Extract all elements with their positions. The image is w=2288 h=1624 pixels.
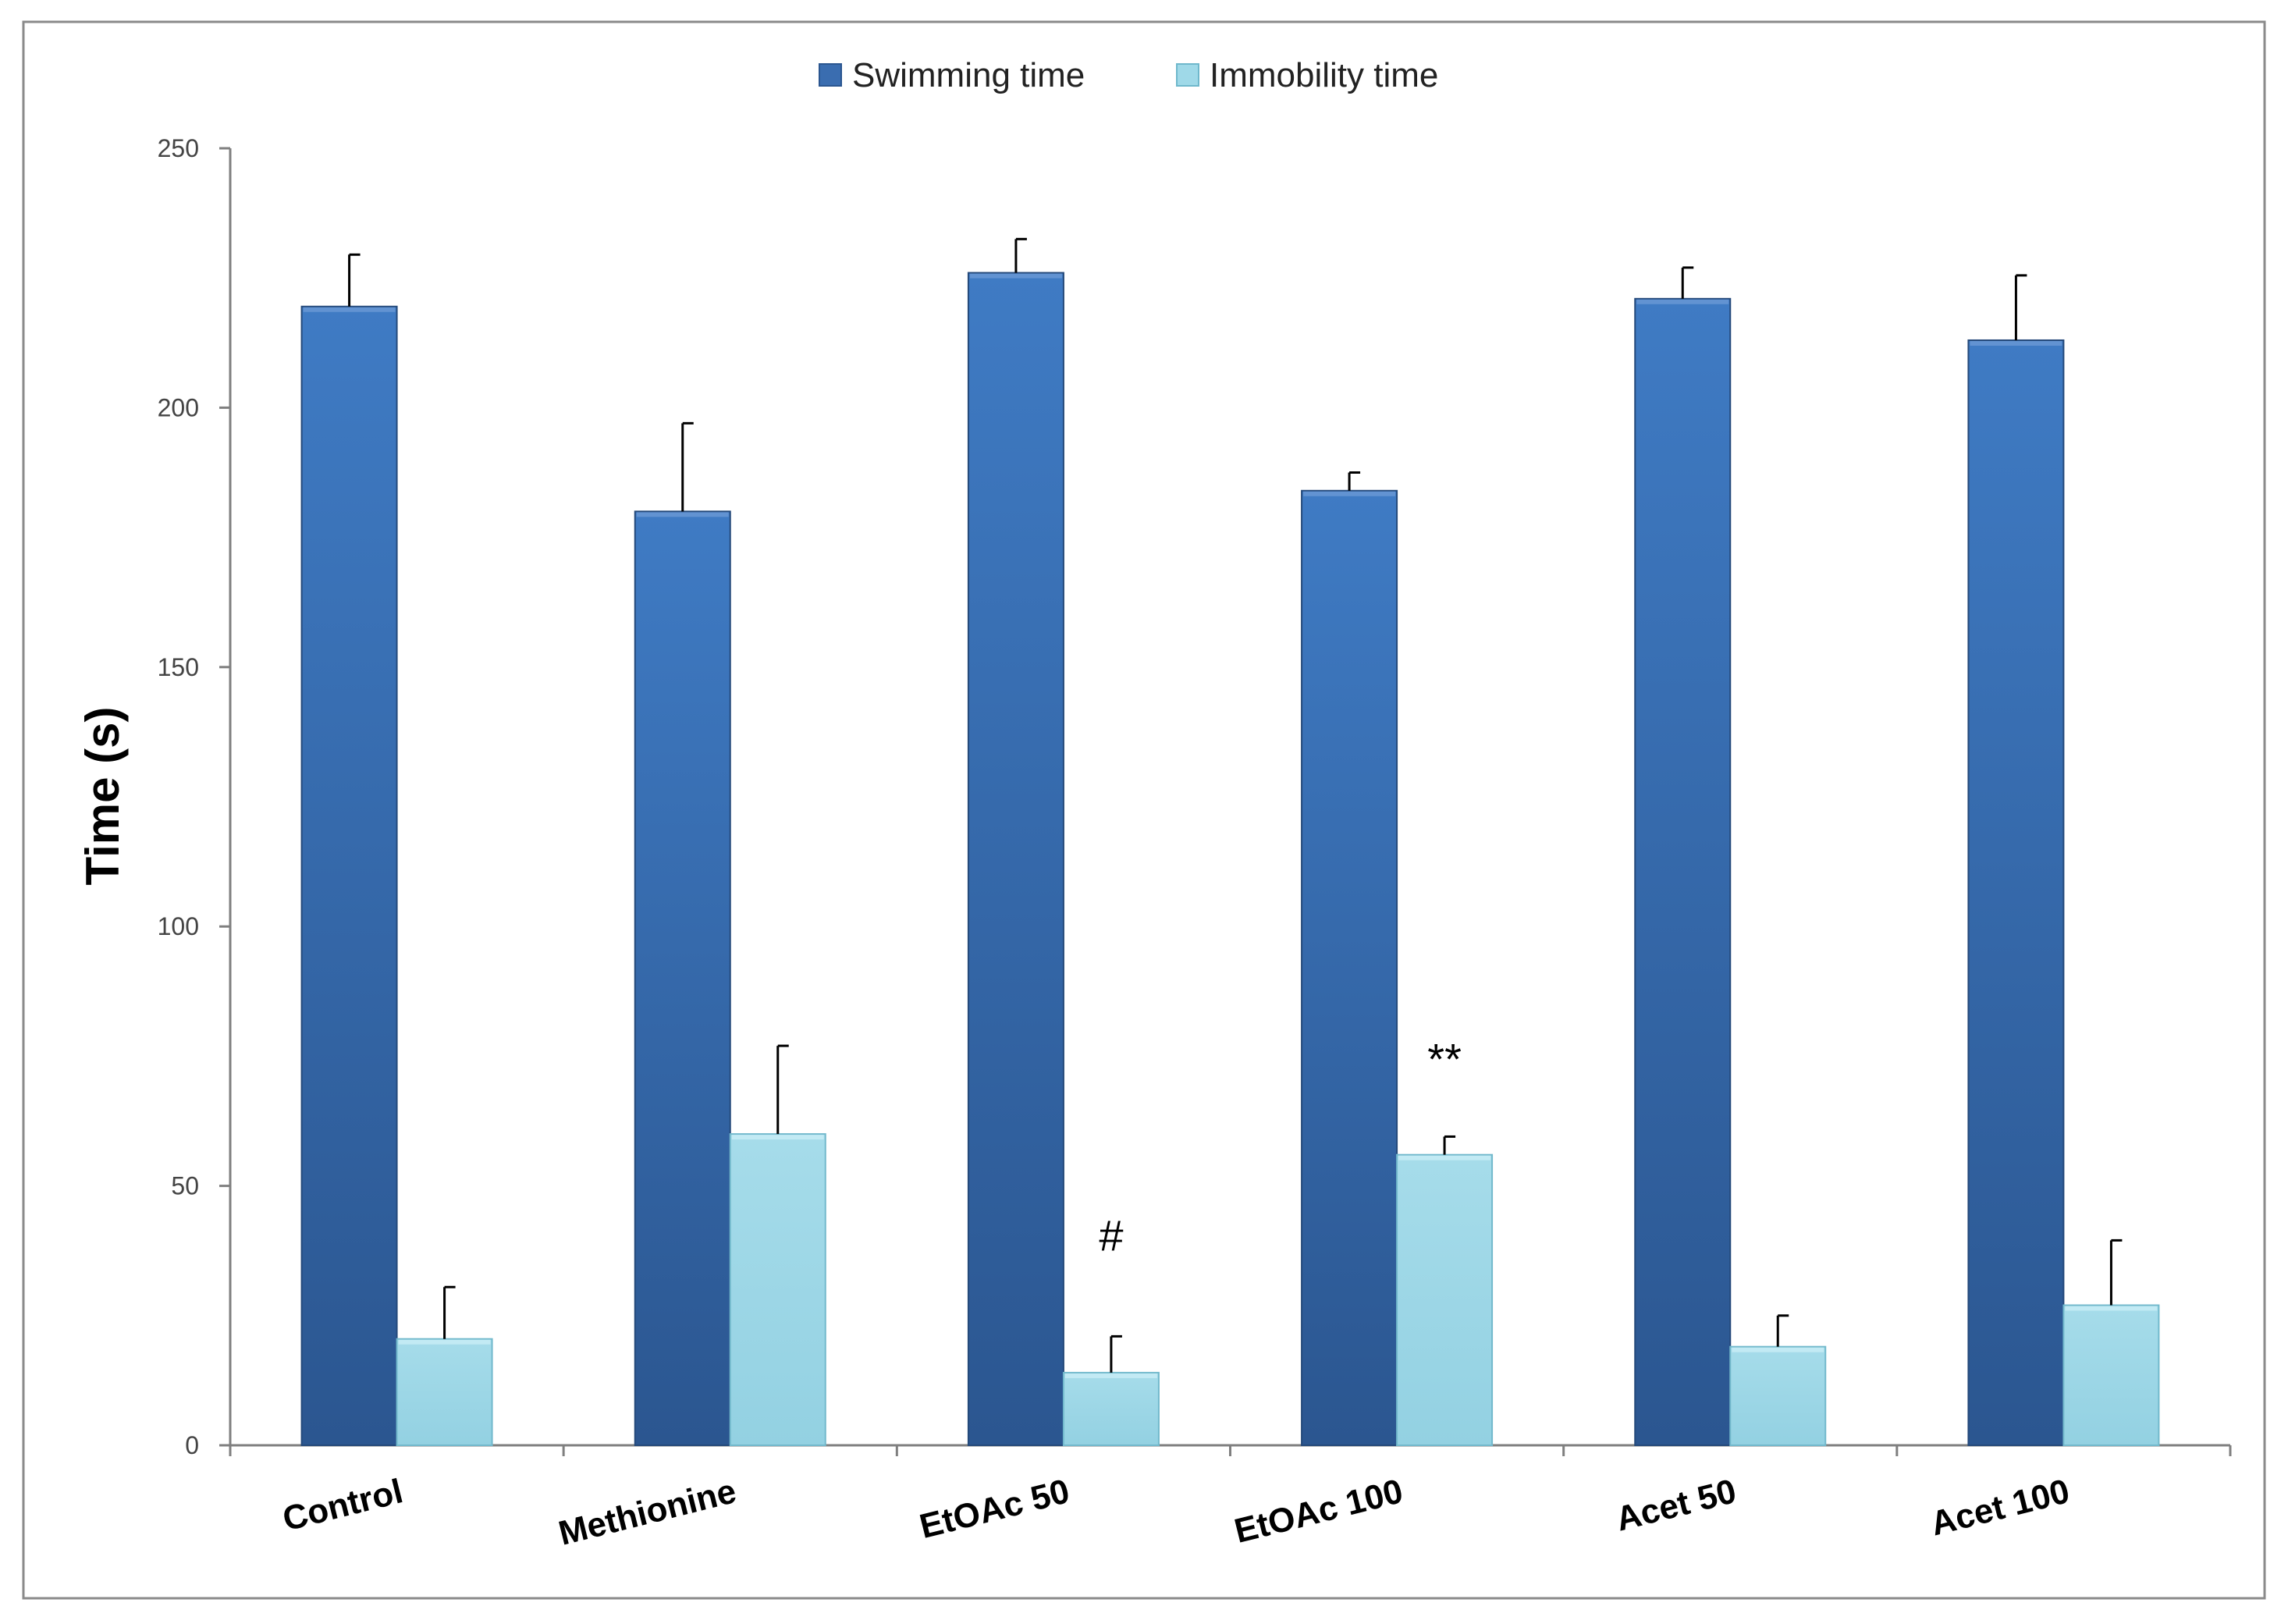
y-tick-label: 50 xyxy=(171,1172,199,1200)
bar-immobility-5 xyxy=(2062,1304,2160,1447)
legend-swatch-swimming xyxy=(819,63,842,87)
significance-annotation: # xyxy=(1099,1210,1123,1260)
bar-swimming-5 xyxy=(1967,339,2065,1447)
legend-label-immobility: Immobility time xyxy=(1210,56,1438,94)
legend-label-swimming: Swimming time xyxy=(852,56,1085,94)
bar-highlight xyxy=(1303,491,1396,496)
bar-swimming-4 xyxy=(1634,297,1732,1446)
annotations: # ** xyxy=(1099,1034,1462,1260)
y-tick-label: 100 xyxy=(158,912,199,940)
bar-swimming-3 xyxy=(1301,489,1398,1447)
error-bars xyxy=(348,237,2123,1373)
bar-highlight xyxy=(636,512,729,517)
bar-swimming-1 xyxy=(634,510,731,1446)
bar-highlight xyxy=(303,307,396,312)
bar-swimming-0 xyxy=(300,305,398,1446)
significance-annotation: ** xyxy=(1427,1034,1462,1083)
y-tick-label: 0 xyxy=(185,1431,199,1459)
bar-highlight xyxy=(1970,340,2062,346)
bar-immobility-4 xyxy=(1729,1345,1827,1446)
legend-swatch-immobility xyxy=(1176,63,1199,87)
bar-highlight xyxy=(969,273,1062,279)
bar-immobility-0 xyxy=(396,1338,493,1446)
y-tick-label: 200 xyxy=(158,393,199,421)
y-ticks: 0 50 100 150 200 250 xyxy=(158,134,230,1459)
legend: Swimming time Immobility time xyxy=(819,56,1438,94)
y-tick-label: 250 xyxy=(158,134,199,162)
bar-immobility-1 xyxy=(729,1133,826,1446)
bar-highlight xyxy=(1636,299,1729,304)
y-tick-label: 150 xyxy=(158,653,199,681)
x-ticks xyxy=(229,1445,2232,1456)
bar-highlight xyxy=(2065,1306,2158,1311)
bar-highlight xyxy=(1398,1155,1491,1160)
bars xyxy=(300,272,2160,1447)
y-axis-label: Time (s) xyxy=(76,707,129,886)
bar-highlight xyxy=(731,1135,824,1140)
bar-highlight xyxy=(1732,1347,1824,1352)
bar-highlight xyxy=(1064,1373,1157,1378)
bar-swimming-2 xyxy=(967,272,1064,1446)
bar-highlight xyxy=(398,1339,491,1345)
bar-immobility-2 xyxy=(1062,1371,1160,1446)
bar-immobility-3 xyxy=(1396,1153,1494,1447)
